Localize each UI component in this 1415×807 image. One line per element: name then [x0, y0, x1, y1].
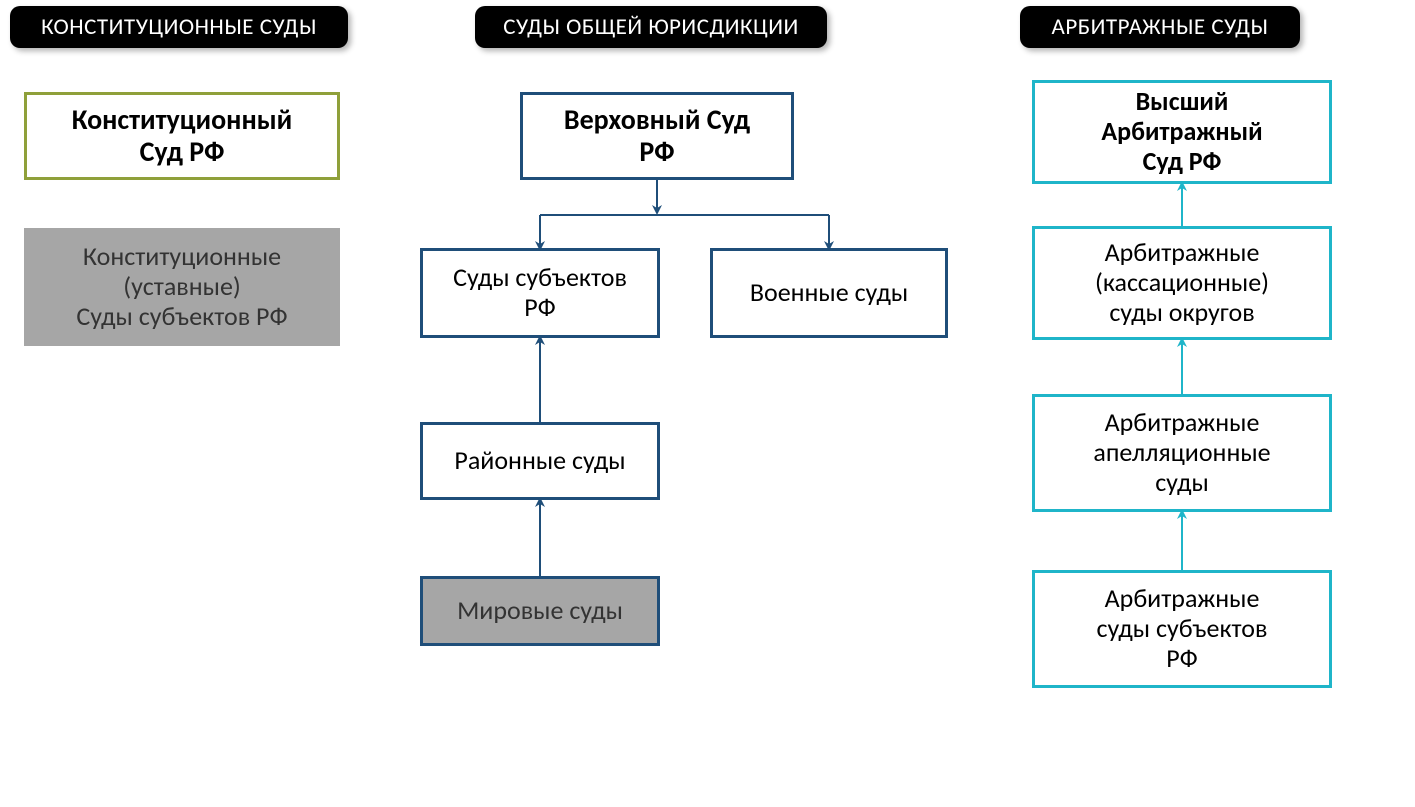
node-arb-appeal: Арбитражныеапелляционныесуды: [1032, 394, 1332, 512]
header-arbitration: АРБИТРАЖНЫЕ СУДЫ: [1020, 6, 1300, 48]
node-subject-courts-label: Суды субъектовРФ: [453, 263, 627, 323]
node-arb-subjects-label: Арбитражныесуды субъектовРФ: [1097, 584, 1268, 674]
node-magistrate-courts-label: Мировые суды: [457, 596, 623, 626]
node-military-courts-label: Военные суды: [750, 278, 908, 308]
node-constitutional-court-rf: КонституционныйСуд РФ: [24, 92, 340, 180]
node-military-courts: Военные суды: [710, 248, 948, 338]
header-constitutional-label: КОНСТИТУЦИОННЫЕ СУДЫ: [41, 13, 317, 41]
node-district-courts: Районные суды: [420, 422, 660, 500]
node-district-courts-label: Районные суды: [454, 446, 625, 476]
node-constitutional-charter-subjects: Конституционные(уставные)Суды субъектов …: [24, 228, 340, 346]
node-subject-courts: Суды субъектовРФ: [420, 248, 660, 338]
node-supreme-court-label: Верховный СудРФ: [564, 104, 750, 168]
node-supreme-court: Верховный СудРФ: [520, 92, 794, 180]
node-supreme-arbitration-label: ВысшийАрбитражныйСуд РФ: [1101, 87, 1262, 177]
node-arb-subjects: Арбитражныесуды субъектовРФ: [1032, 570, 1332, 688]
node-magistrate-courts: Мировые суды: [420, 576, 660, 646]
node-constitutional-court-rf-label: КонституционныйСуд РФ: [72, 104, 293, 168]
node-arb-appeal-label: Арбитражныеапелляционныесуды: [1093, 408, 1270, 498]
header-arbitration-label: АРБИТРАЖНЫЕ СУДЫ: [1052, 13, 1269, 41]
header-constitutional: КОНСТИТУЦИОННЫЕ СУДЫ: [10, 6, 348, 48]
node-supreme-arbitration: ВысшийАрбитражныйСуд РФ: [1032, 80, 1332, 184]
node-arb-cassation: Арбитражные(кассационные)суды округов: [1032, 226, 1332, 340]
node-constitutional-charter-subjects-label: Конституционные(уставные)Суды субъектов …: [76, 242, 287, 332]
header-general-label: СУДЫ ОБЩЕЙ ЮРИСДИКЦИИ: [503, 13, 798, 41]
node-arb-cassation-label: Арбитражные(кассационные)суды округов: [1095, 238, 1269, 328]
header-general: СУДЫ ОБЩЕЙ ЮРИСДИКЦИИ: [475, 6, 827, 48]
